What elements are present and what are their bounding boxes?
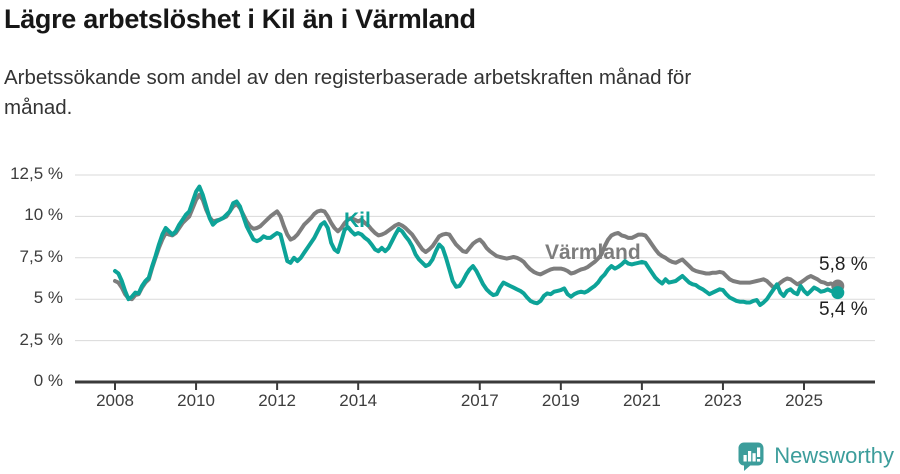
newsworthy-logo[interactable]: Newsworthy: [736, 440, 894, 471]
y-axis-tick-label: 2,5 %: [19, 329, 63, 349]
x-axis-tick-label: 2017: [460, 391, 499, 410]
x-axis-tick-label: 2019: [541, 391, 580, 410]
x-axis-tick-label: 2008: [96, 391, 134, 410]
y-axis-tick-label: 7,5 %: [19, 246, 63, 266]
chart-subtitle-line2: månad.: [4, 96, 73, 119]
kil-series-label: Kil: [344, 209, 371, 232]
y-axis-tick-label: 12,5 %: [10, 164, 63, 183]
kil-end-dot: [831, 286, 845, 300]
y-axis-tick-label: 10 %: [24, 205, 63, 225]
x-axis-tick-label: 2023: [704, 391, 742, 410]
x-axis-tick-label: 2025: [785, 391, 823, 410]
x-axis-tick-label: 2012: [258, 391, 297, 410]
kil-end-value-label: 5,4 %: [819, 299, 868, 320]
newsworthy-logo-icon: [738, 442, 764, 471]
kil-line: [113, 184, 840, 307]
y-axis-tick-label: 5 %: [33, 288, 63, 308]
varmland-series-label: Värmland: [545, 241, 641, 264]
x-axis-tick-label: 2014: [339, 391, 378, 410]
varmland-line: [113, 192, 840, 302]
page-title: Lägre arbetslöshet i Kil än i Värmland: [4, 4, 476, 34]
x-axis-tick-label: 2010: [177, 391, 215, 410]
y-axis-tick-label: 0 %: [33, 371, 63, 390]
varmland-end-value-label: 5,8 %: [819, 254, 868, 275]
x-axis-tick-label: 2021: [622, 391, 661, 410]
chart-subtitle-line1: Arbetssökande som andel av den registerb…: [4, 66, 692, 89]
newsworthy-wordmark: Newsworthy: [774, 442, 894, 468]
